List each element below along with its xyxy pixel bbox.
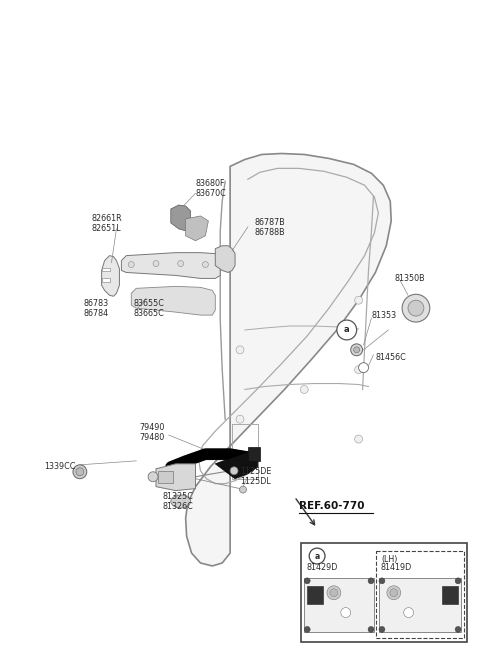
Polygon shape xyxy=(216,246,235,272)
Text: 79480: 79480 xyxy=(139,432,165,441)
Circle shape xyxy=(359,363,369,373)
Text: 1339CC: 1339CC xyxy=(44,462,76,472)
Text: 81353: 81353 xyxy=(372,310,396,320)
Circle shape xyxy=(76,468,84,476)
Circle shape xyxy=(408,300,424,316)
Text: REF.60-770: REF.60-770 xyxy=(300,502,365,512)
Circle shape xyxy=(236,415,244,423)
Circle shape xyxy=(330,589,338,597)
Circle shape xyxy=(304,626,310,632)
Circle shape xyxy=(337,320,357,340)
Text: 81419D: 81419D xyxy=(381,563,412,572)
Circle shape xyxy=(387,586,401,600)
Text: 1125DE: 1125DE xyxy=(240,467,271,476)
Circle shape xyxy=(203,261,208,267)
Circle shape xyxy=(178,261,184,267)
Text: 81350B: 81350B xyxy=(394,274,425,283)
Circle shape xyxy=(354,347,360,353)
Text: 81326C: 81326C xyxy=(163,502,193,511)
Text: 1125DL: 1125DL xyxy=(240,477,271,486)
Circle shape xyxy=(351,344,362,356)
Text: a: a xyxy=(314,552,320,561)
Circle shape xyxy=(73,465,87,479)
Polygon shape xyxy=(156,464,195,491)
Polygon shape xyxy=(102,255,120,296)
Circle shape xyxy=(148,472,158,481)
Text: 79490: 79490 xyxy=(139,422,165,432)
Circle shape xyxy=(402,294,430,322)
Circle shape xyxy=(236,346,244,354)
Text: a: a xyxy=(344,326,349,335)
Polygon shape xyxy=(186,216,208,241)
Circle shape xyxy=(379,578,385,584)
FancyBboxPatch shape xyxy=(102,267,109,271)
Polygon shape xyxy=(171,205,191,231)
Circle shape xyxy=(455,578,461,584)
Circle shape xyxy=(390,589,398,597)
FancyBboxPatch shape xyxy=(379,578,461,632)
Circle shape xyxy=(404,608,414,618)
Polygon shape xyxy=(216,452,258,479)
Circle shape xyxy=(379,626,385,632)
Circle shape xyxy=(230,467,238,475)
Text: 86787B: 86787B xyxy=(255,218,286,227)
Text: 82651L: 82651L xyxy=(92,225,121,233)
FancyBboxPatch shape xyxy=(158,471,173,483)
FancyBboxPatch shape xyxy=(376,551,464,639)
FancyBboxPatch shape xyxy=(304,578,374,632)
Text: (LH): (LH) xyxy=(381,555,397,563)
Text: 82661R: 82661R xyxy=(92,214,122,223)
Circle shape xyxy=(341,608,351,618)
Circle shape xyxy=(304,578,310,584)
Text: 83655C: 83655C xyxy=(133,299,164,308)
Circle shape xyxy=(327,586,341,600)
Circle shape xyxy=(455,626,461,632)
Circle shape xyxy=(368,578,374,584)
Text: 81456C: 81456C xyxy=(375,353,406,362)
Text: 83680F: 83680F xyxy=(195,179,225,188)
Text: 83670C: 83670C xyxy=(195,189,226,198)
Text: 81325C: 81325C xyxy=(163,492,194,501)
Circle shape xyxy=(153,261,159,267)
Polygon shape xyxy=(131,286,216,315)
Polygon shape xyxy=(186,153,391,566)
Circle shape xyxy=(240,486,246,493)
Circle shape xyxy=(355,365,362,373)
Polygon shape xyxy=(121,253,220,278)
FancyBboxPatch shape xyxy=(102,278,109,282)
Text: 86783: 86783 xyxy=(84,299,109,308)
Circle shape xyxy=(300,386,308,394)
Ellipse shape xyxy=(171,495,191,508)
FancyBboxPatch shape xyxy=(307,586,323,604)
Circle shape xyxy=(355,296,362,304)
Circle shape xyxy=(355,435,362,443)
FancyBboxPatch shape xyxy=(248,447,260,461)
Text: 86788B: 86788B xyxy=(255,229,286,237)
Circle shape xyxy=(368,626,374,632)
Text: 83665C: 83665C xyxy=(133,309,164,318)
FancyBboxPatch shape xyxy=(301,543,468,643)
Text: 86784: 86784 xyxy=(84,309,109,318)
Text: 81429D: 81429D xyxy=(306,563,337,572)
Circle shape xyxy=(309,548,325,564)
FancyBboxPatch shape xyxy=(442,586,458,604)
Circle shape xyxy=(128,261,134,267)
